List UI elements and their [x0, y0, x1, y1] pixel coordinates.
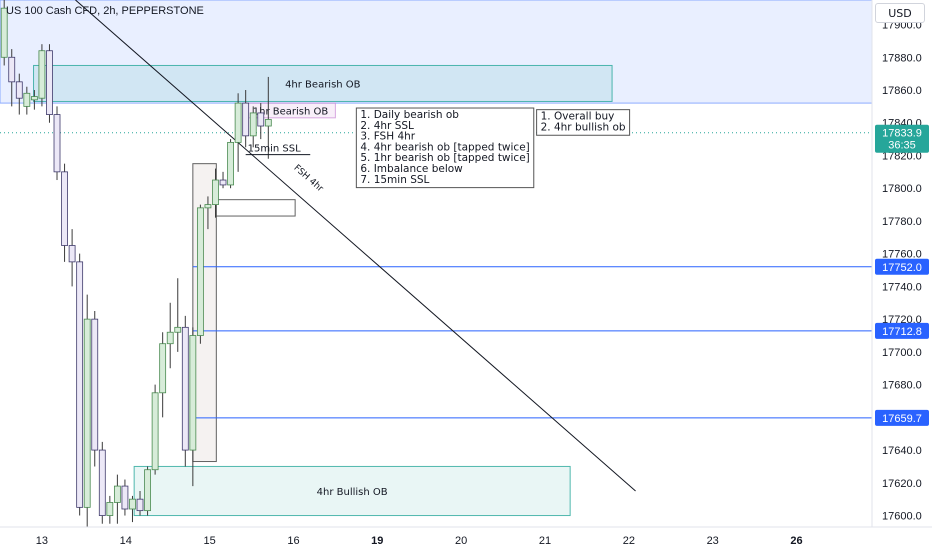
candle-16	[122, 480, 128, 516]
candle-5	[39, 44, 45, 106]
candle-19	[145, 466, 151, 515]
x-tick-label-9: 26	[790, 535, 802, 547]
candle-31	[235, 93, 241, 172]
price-tag-text-2: 17659.7	[882, 413, 922, 425]
ssl-label: 15min SSL	[248, 144, 301, 155]
y-tick-label-1: 17880.0	[882, 52, 922, 64]
candle-body	[152, 393, 158, 470]
candle-body	[84, 319, 90, 507]
zone-label-5: 4hr Bullish OB	[317, 487, 388, 498]
candle-body	[24, 93, 30, 106]
candle-body	[182, 327, 188, 450]
candle-15	[114, 475, 120, 524]
x-tick-label-4: 19	[371, 535, 383, 547]
x-tick-label-0: 13	[36, 535, 48, 547]
zone-3	[193, 164, 216, 462]
candle-body	[243, 103, 249, 136]
candle-30	[228, 139, 234, 188]
candle-12	[92, 311, 98, 466]
x-tick-label-8: 23	[707, 535, 719, 547]
candle-body	[107, 502, 113, 515]
x-tick-label-7: 22	[623, 535, 635, 547]
x-tick-label-5: 20	[455, 535, 467, 547]
candle-body	[122, 486, 128, 509]
candle-24	[182, 316, 188, 467]
candle-6	[46, 44, 52, 123]
y-tick-label-14: 17620.0	[882, 478, 922, 490]
current-price-text: 17833.9	[882, 128, 922, 140]
note-line: 2. 4hr bullish ob	[541, 121, 626, 133]
candle-10	[77, 254, 83, 516]
candle-body	[235, 103, 241, 142]
x-tick-label-6: 21	[539, 535, 551, 547]
candle-body	[167, 332, 173, 343]
candle-17	[129, 496, 135, 522]
candle-body	[250, 113, 256, 136]
candle-22	[167, 303, 173, 368]
y-tick-label-13: 17640.0	[882, 445, 922, 457]
countdown-text: 36:35	[888, 140, 916, 152]
candle-body	[197, 208, 203, 336]
candle-body	[114, 486, 120, 502]
candle-body	[54, 115, 60, 172]
candle-body	[46, 51, 52, 115]
candle-body	[212, 180, 218, 205]
x-tick-label-3: 16	[287, 535, 299, 547]
candle-14	[107, 496, 113, 524]
candle-body	[129, 499, 135, 509]
candle-9	[69, 229, 75, 286]
candle-body	[99, 450, 105, 515]
candle-25	[190, 327, 196, 486]
price-tag-text-0: 17752.0	[882, 262, 922, 274]
zone-4	[216, 200, 295, 216]
candle-body	[145, 470, 151, 511]
candle-body	[31, 97, 37, 100]
currency-button[interactable]: USD	[875, 3, 925, 23]
y-tick-label-15: 17600.0	[882, 511, 922, 523]
candle-body	[16, 82, 22, 98]
candle-body	[258, 113, 264, 126]
candle-body	[9, 57, 15, 82]
y-tick-label-6: 17780.0	[882, 216, 922, 228]
candle-body	[220, 180, 226, 185]
candle-body	[62, 172, 68, 246]
candle-body	[39, 51, 45, 98]
candle-body	[137, 499, 143, 510]
candle-body	[175, 327, 181, 332]
chart-title: US 100 Cash CFD, 2h, PEPPERSTONE	[6, 5, 204, 17]
candle-21	[160, 332, 166, 417]
candle-13	[99, 442, 105, 524]
candle-body	[205, 205, 211, 208]
candle-body	[69, 245, 75, 261]
candle-8	[62, 164, 68, 262]
zone-label-1: 4hr Bearish OB	[285, 79, 361, 90]
y-tick-label-11: 17680.0	[882, 380, 922, 392]
candle-body	[160, 344, 166, 393]
y-tick-label-5: 17800.0	[882, 183, 922, 195]
y-axis-panel	[872, 0, 932, 550]
candle-body	[92, 319, 98, 450]
price-tag-text-1: 17712.8	[882, 326, 922, 338]
trendline-label: FSH 4hr	[291, 163, 325, 194]
candle-body	[190, 336, 196, 451]
candle-29	[220, 172, 226, 188]
candle-23	[175, 278, 181, 352]
candle-body	[228, 142, 234, 185]
candle-body	[77, 262, 83, 507]
candle-7	[54, 106, 60, 180]
candle-11	[84, 295, 90, 532]
x-tick-label-1: 14	[120, 535, 132, 547]
candle-26	[197, 205, 203, 344]
candle-20	[152, 385, 158, 475]
note-line: 7. 15min SSL	[360, 174, 429, 186]
y-tick-label-2: 17860.0	[882, 85, 922, 97]
y-tick-label-10: 17700.0	[882, 347, 922, 359]
x-tick-label-2: 15	[203, 535, 215, 547]
y-tick-label-8: 17740.0	[882, 281, 922, 293]
candle-body	[265, 119, 271, 126]
